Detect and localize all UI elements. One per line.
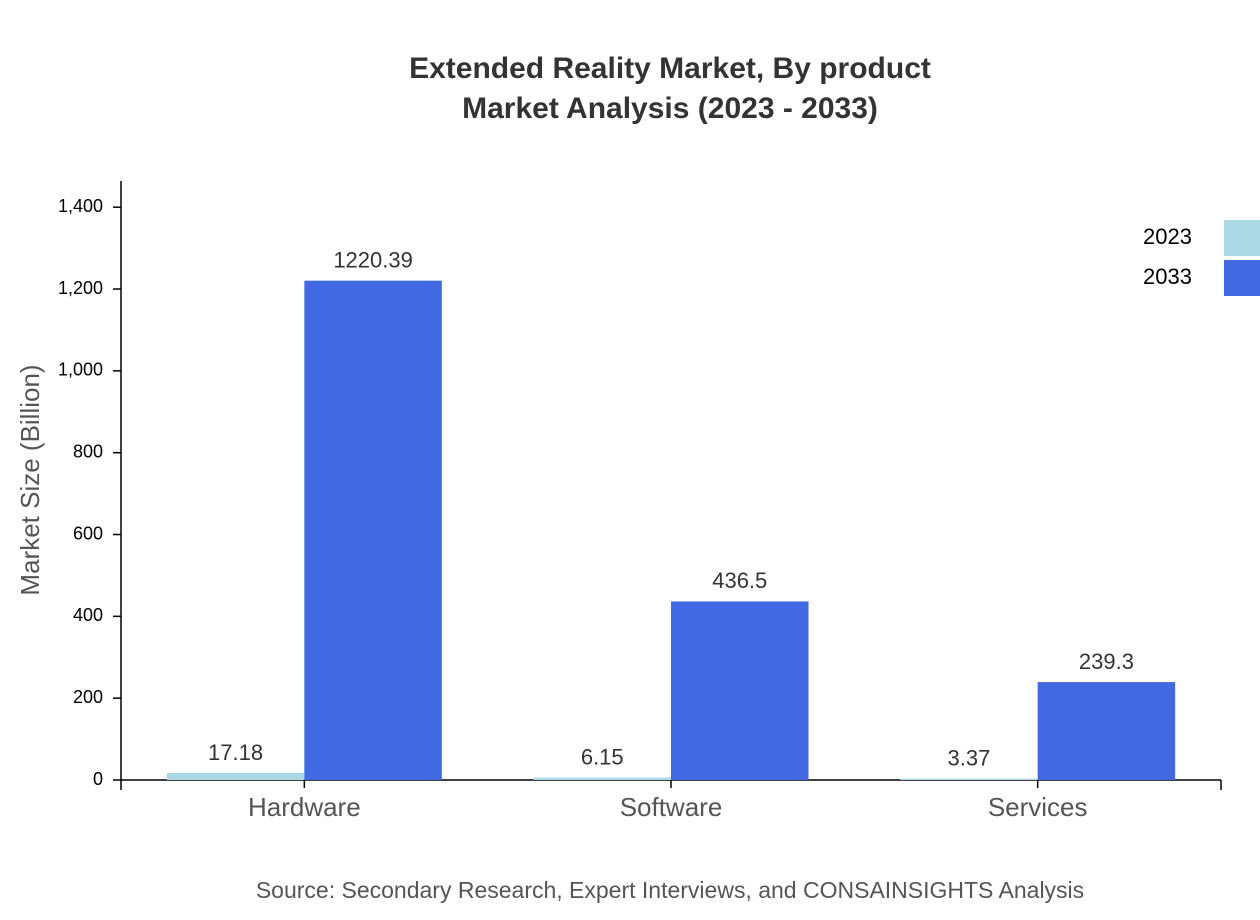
legend-label: 2033: [1143, 264, 1192, 289]
source-note: Source: Secondary Research, Expert Inter…: [256, 877, 1084, 903]
x-tick-label: Software: [620, 792, 723, 822]
y-tick-label: 1,000: [58, 360, 103, 380]
y-tick-label: 1,200: [58, 278, 103, 298]
legend-swatch: [1224, 220, 1260, 256]
bar: [533, 777, 671, 780]
value-label: 436.5: [712, 568, 767, 593]
value-label: 1220.39: [333, 247, 413, 272]
legend-swatch: [1224, 260, 1260, 296]
bar: [671, 601, 809, 780]
x-tick-label: Hardware: [248, 792, 361, 822]
y-tick-label: 1,400: [58, 196, 103, 216]
value-label: 17.18: [208, 740, 263, 765]
value-label: 3.37: [948, 745, 991, 770]
y-tick-label: 800: [73, 441, 103, 461]
y-axis-label: Market Size (Billion): [15, 364, 45, 595]
bar: [166, 772, 305, 780]
bar: [1037, 682, 1176, 780]
bar: [900, 778, 1038, 780]
y-tick-label: 200: [73, 687, 103, 707]
x-tick-label: Services: [988, 792, 1088, 822]
chart-subtitle: Market Analysis (2023 - 2033): [462, 92, 878, 125]
value-label: 239.3: [1079, 649, 1134, 674]
y-tick-label: 400: [73, 605, 103, 625]
legend-label: 2023: [1143, 224, 1192, 249]
y-tick-label: 600: [73, 523, 103, 543]
chart-title: Extended Reality Market, By product: [409, 52, 931, 85]
value-label: 6.15: [581, 744, 624, 769]
y-tick-label: 0: [93, 769, 103, 789]
bar: [304, 280, 442, 780]
